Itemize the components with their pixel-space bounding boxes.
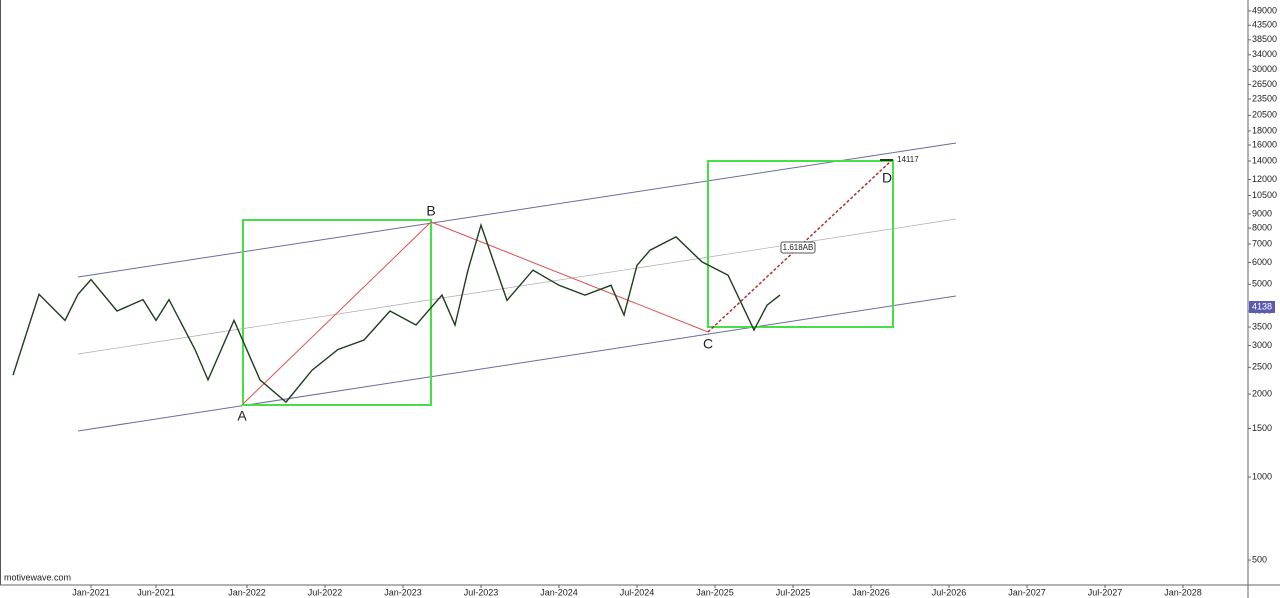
y-tick-label: 23500 bbox=[1252, 93, 1277, 103]
x-tick-label: Jul-2024 bbox=[620, 587, 655, 597]
point-label: C bbox=[703, 336, 713, 352]
last-price-label: 4138 bbox=[1252, 301, 1272, 311]
channel-upper bbox=[77, 142, 957, 278]
x-tick-label: Jun-2021 bbox=[137, 587, 175, 597]
y-tick-label: 3500 bbox=[1252, 321, 1272, 331]
y-tick-label: 2500 bbox=[1252, 362, 1272, 372]
point-label: A bbox=[237, 408, 247, 424]
y-tick-label: 30000 bbox=[1252, 64, 1277, 74]
y-tick-label: 38500 bbox=[1252, 34, 1277, 44]
y-tick-label: 49000 bbox=[1252, 5, 1277, 15]
x-tick-label: Jan-2021 bbox=[72, 587, 110, 597]
y-tick-label: 16000 bbox=[1252, 139, 1277, 149]
y-tick-label: 500 bbox=[1252, 554, 1267, 564]
y-tick-label: 10500 bbox=[1252, 190, 1277, 200]
last-price-box bbox=[1249, 300, 1275, 313]
x-tick-label: Jul-2023 bbox=[464, 587, 499, 597]
channel-lower bbox=[77, 295, 957, 432]
y-tick-label: 26500 bbox=[1252, 79, 1277, 89]
box-ab bbox=[242, 219, 432, 406]
watermark: motivewave.com bbox=[4, 572, 71, 582]
y-tick-label: 7000 bbox=[1252, 238, 1272, 248]
price-line bbox=[12, 222, 781, 404]
x-tick-label: Jul-2026 bbox=[932, 587, 967, 597]
y-tick-label: 1000 bbox=[1252, 471, 1272, 481]
y-tick-label: 20500 bbox=[1252, 110, 1277, 120]
x-tick-label: Jan-2024 bbox=[540, 587, 578, 597]
x-tick-label: Jan-2027 bbox=[1008, 587, 1046, 597]
y-tick-label: 34000 bbox=[1252, 49, 1277, 59]
y-tick-label: 5000 bbox=[1252, 279, 1272, 289]
x-tick-label: Jan-2028 bbox=[1164, 587, 1202, 597]
point-label: D bbox=[882, 170, 892, 186]
y-tick-label: 9000 bbox=[1252, 208, 1272, 218]
x-tick-label: Jan-2025 bbox=[696, 587, 734, 597]
y-tick-label: 12000 bbox=[1252, 174, 1277, 184]
ratio-box bbox=[780, 241, 816, 254]
y-tick-label: 8000 bbox=[1252, 222, 1272, 232]
x-tick-label: Jul-2022 bbox=[308, 587, 343, 597]
x-tick-label: Jan-2022 bbox=[228, 587, 266, 597]
box-cd bbox=[707, 160, 894, 328]
x-tick-label: Jul-2027 bbox=[1088, 587, 1123, 597]
y-tick-label: 18000 bbox=[1252, 125, 1277, 135]
ratio-label: 1.618AB bbox=[783, 243, 814, 252]
y-tick-label: 14000 bbox=[1252, 155, 1277, 165]
y-tick-label: 2000 bbox=[1252, 388, 1272, 398]
x-tick-label: Jan-2023 bbox=[384, 587, 422, 597]
x-tick-label: Jan-2026 bbox=[852, 587, 890, 597]
target-label: 14117 bbox=[897, 155, 919, 164]
y-tick-label: 1500 bbox=[1252, 423, 1272, 433]
x-tick-label: Jul-2025 bbox=[776, 587, 811, 597]
y-tick-label: 6000 bbox=[1252, 257, 1272, 267]
point-label: B bbox=[426, 203, 435, 219]
y-tick-label: 3000 bbox=[1252, 340, 1272, 350]
y-tick-label: 43500 bbox=[1252, 20, 1277, 30]
